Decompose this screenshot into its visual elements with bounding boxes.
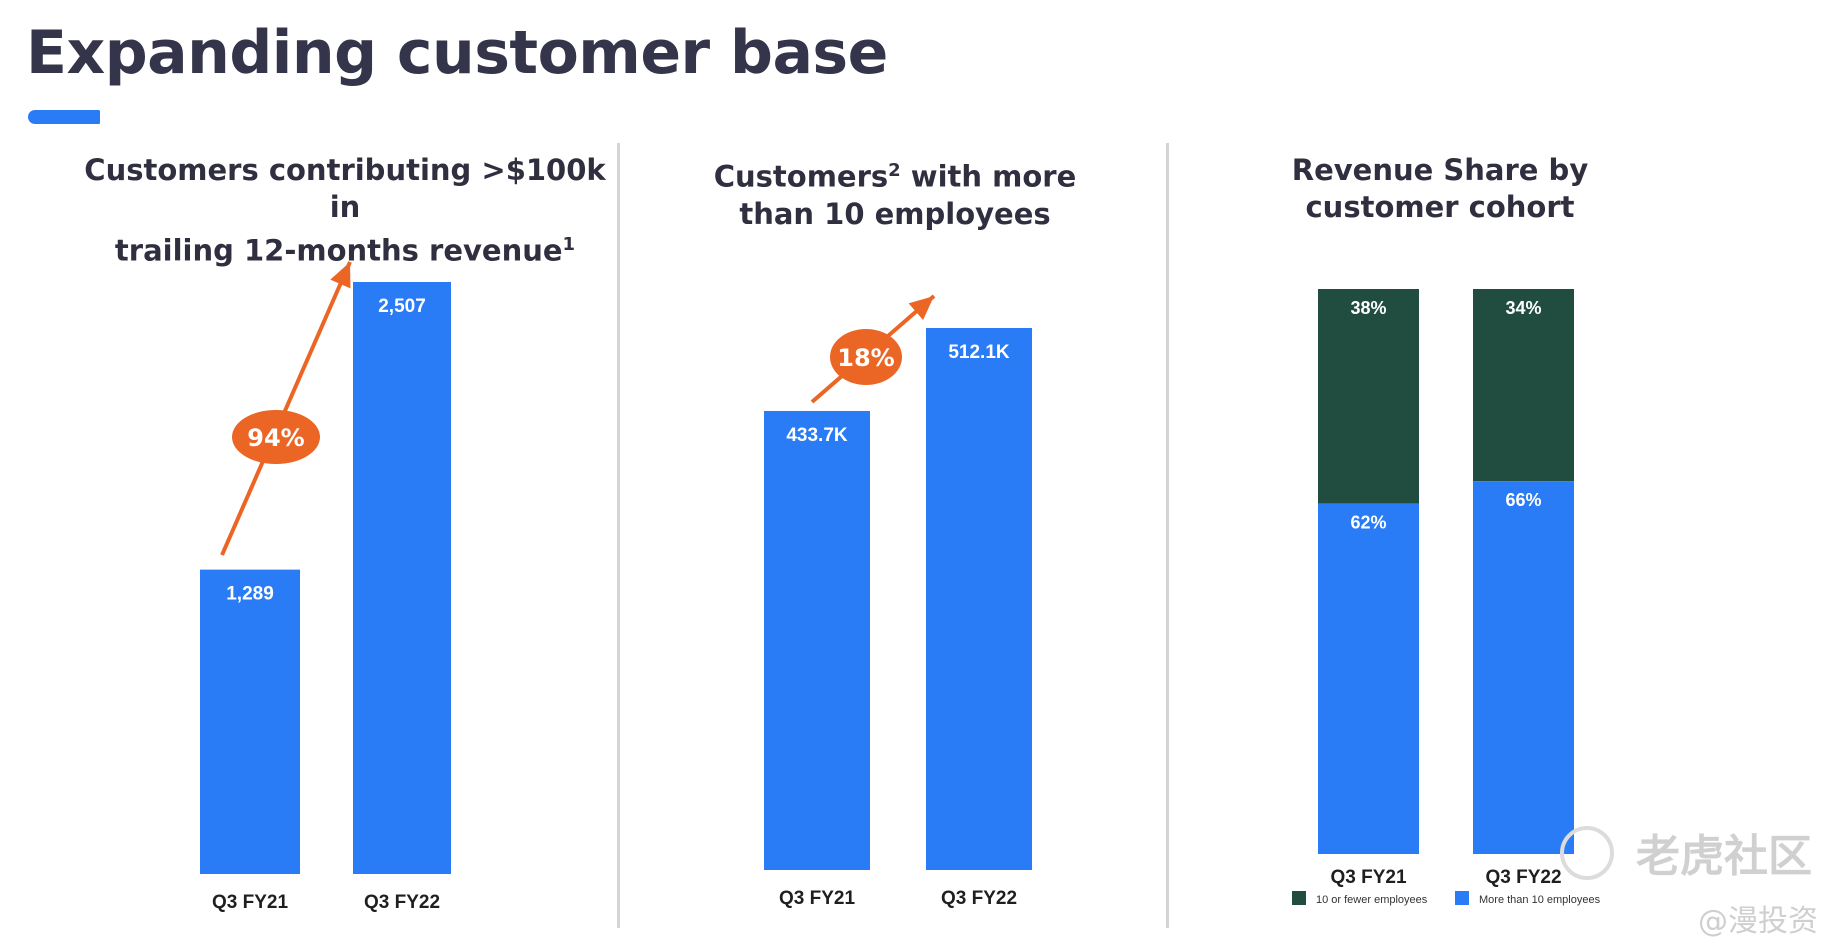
watermark: 老虎社区 [1636,831,1812,882]
chart2-growth-bubble [830,329,902,385]
title-accent-bar [28,110,100,124]
panel-3-title-line2: customer cohort [1305,190,1575,224]
panel-1-title: Customers contributing >$100k in trailin… [80,152,610,270]
chart3-dark-label-0: 38% [1350,298,1386,318]
chart3-legend-label-1: More than 10 employees [1479,894,1601,906]
panel-3-title-line1: Revenue Share by [1291,153,1589,187]
panel-1-title-line2: trailing 12-months revenue [114,233,563,268]
chart1-bar-1 [353,282,451,874]
chart1-value-label-0: 1,289 [226,584,274,605]
panel-2-title-line2: than 10 employees [739,196,1051,231]
chart1-growth-bubble [232,410,320,464]
chart2-tick-label-1: Q3 FY22 [941,888,1017,909]
chart1-value-label-1: 2,507 [378,296,426,317]
panel-divider-1 [617,143,620,928]
chart3-bar-dark-0 [1318,289,1419,504]
chart1-growth-label: 94% [247,424,304,452]
chart2-value-label-1: 512.1K [948,342,1010,363]
chart1-growth-arrow-line [220,261,352,556]
chart1-tick-label-0: Q3 FY21 [212,892,288,913]
chart3-dark-label-1: 34% [1505,298,1541,318]
panel-3-title: Revenue Share by customer cohort [1240,152,1640,226]
panel-1-footnote: 1 [562,234,576,255]
chart3-legend-swatch-0 [1292,891,1306,905]
chart1-tick-label-1: Q3 FY22 [364,892,440,913]
watermark-logo-icon [1560,826,1614,880]
chart2-bar-0 [764,410,870,870]
chart1-bar-0 [200,569,300,874]
chart2-tick-label-0: Q3 FY21 [779,888,855,909]
chart1-growth-arrow-head [330,262,351,289]
page-title: Expanding customer base [26,18,888,88]
chart3-tick-label-0: Q3 FY21 [1330,867,1406,888]
panel-2-title-post: with more [900,159,1077,194]
chart2-bar-1 [926,328,1032,870]
panel-2-footnote: 2 [888,160,901,181]
chart2-value-label-0: 433.7K [786,425,848,446]
chart3-legend-swatch-1 [1455,891,1469,905]
watermark-handle: @漫投资 [1698,904,1818,939]
chart3-bar-blue-1 [1473,481,1574,854]
chart2-growth-label: 18% [837,344,894,372]
chart3-legend-label-0: 10 or fewer employees [1316,894,1428,906]
panel-divider-2 [1166,143,1169,928]
panel-2-title: Customers2 with more than 10 employees [680,152,1110,233]
panel-2-title-pre: Customers [713,159,889,194]
chart3-blue-label-0: 62% [1350,513,1386,533]
chart3-bar-dark-1 [1473,289,1574,482]
chart3-blue-label-1: 66% [1505,490,1541,510]
chart3-tick-label-1: Q3 FY22 [1485,867,1561,888]
chart3-bar-blue-0 [1318,503,1419,854]
chart2-growth-arrow-head [908,296,934,321]
panel-1-title-line1: Customers contributing >$100k in [84,153,606,224]
